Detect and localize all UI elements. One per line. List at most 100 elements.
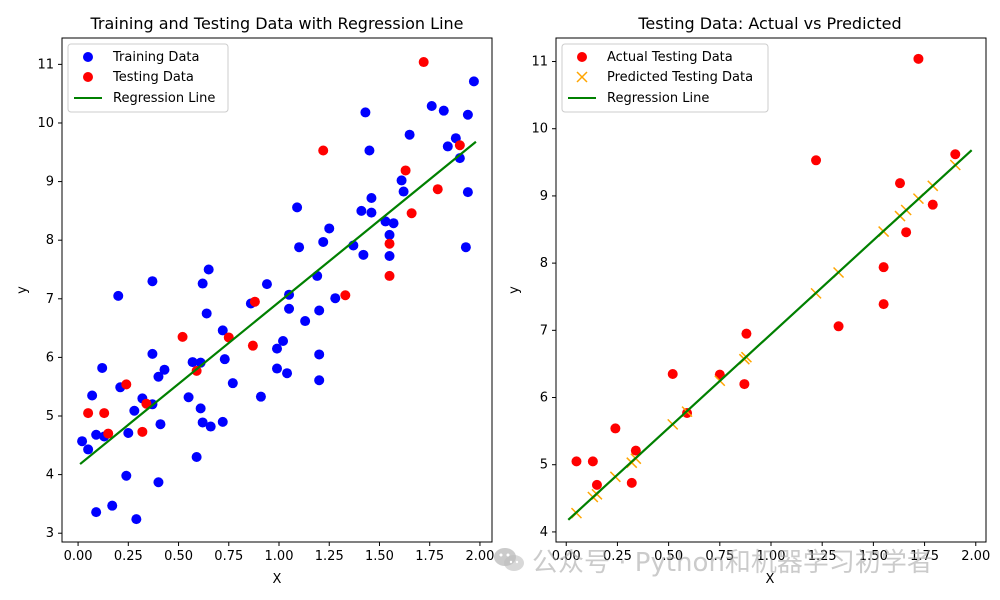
y-tick-label: 4 (540, 525, 548, 540)
y-tick-label: 5 (540, 458, 548, 473)
data-point-testing-data (249, 296, 260, 307)
data-point-actual-testing-data (927, 199, 938, 210)
data-point-training-data (217, 416, 228, 427)
data-point-actual-testing-data (811, 155, 822, 166)
data-point-testing-data (384, 238, 395, 249)
x-tick-label: 0.00 (552, 549, 581, 564)
data-point-testing-data (177, 331, 188, 342)
data-point-actual-testing-data (630, 445, 641, 456)
data-point-training-data (396, 175, 407, 186)
data-point-training-data (195, 403, 206, 414)
plot-area (567, 53, 973, 521)
data-point-testing-data (418, 57, 429, 68)
data-point-testing-data (340, 290, 351, 301)
legend-label: Actual Testing Data (607, 50, 733, 65)
data-point-training-data (227, 378, 238, 389)
data-point-training-data (147, 348, 158, 359)
data-point-testing-data (247, 340, 258, 351)
data-point-actual-testing-data (739, 379, 750, 390)
x-tick-label: 1.75 (910, 549, 939, 564)
legend-box (67, 43, 229, 113)
data-point-training-data (205, 421, 216, 432)
x-axis-ticks: 0.00 0.25 0.50 0.75 1.00 1.25 1.50 1.75 2.00 (64, 542, 494, 564)
data-point-actual-testing-data (741, 328, 752, 339)
data-point-training-data (121, 470, 132, 481)
legend-box (561, 43, 769, 113)
x-tick-label: 0.50 (164, 549, 193, 564)
data-point-training-data (91, 429, 102, 440)
data-point-training-data (272, 363, 282, 374)
data-point-training-data (123, 427, 134, 438)
x-tick-label: 1.00 (265, 549, 294, 564)
data-point-training-data (131, 514, 142, 525)
plot-area (77, 57, 479, 525)
wechat-icon (494, 548, 524, 571)
y-tick-label: 7 (540, 323, 548, 338)
data-point-actual-testing-data (833, 321, 844, 332)
x-tick-label: 0.25 (603, 549, 632, 564)
data-point-testing-data (400, 165, 411, 176)
data-point-training-data (442, 141, 453, 152)
data-point-testing-data (318, 145, 329, 156)
data-point-testing-data (432, 184, 443, 195)
x-tick-label: 2.00 (961, 549, 990, 564)
y-tick-label: 8 (540, 256, 548, 271)
legend: Training Data Testing Data Regression Li… (67, 43, 229, 113)
y-tick-label: 4 (46, 468, 54, 483)
y-axis-ticks: 4 5 6 7 8 9 10 11 (531, 55, 556, 540)
y-axis-ticks: 3 4 5 6 7 8 9 10 11 (37, 57, 62, 541)
x-tick-label: 2.00 (465, 549, 494, 564)
data-point-training-data (398, 186, 409, 197)
x-tick-label: 0.00 (64, 549, 93, 564)
data-point-training-data (426, 100, 437, 111)
data-point-training-data (330, 293, 341, 304)
data-point-training-data (219, 354, 230, 365)
legend-marker-testing (83, 72, 93, 82)
data-point-training-data (460, 242, 471, 253)
data-point-training-data (187, 357, 198, 368)
data-point-training-data (197, 278, 208, 289)
watermark-text: 公众号 · Python和机器学习初学者 (532, 547, 933, 578)
data-point-training-data (462, 109, 473, 120)
data-point-training-data (284, 303, 295, 314)
data-point-actual-testing-data (901, 227, 912, 238)
x-axis-label: X (766, 572, 775, 587)
chart-title: Training and Testing Data with Regressio… (89, 14, 463, 33)
axes-frame (61, 37, 493, 543)
data-point-training-data (77, 436, 88, 447)
data-point-testing-data (406, 208, 417, 219)
y-tick-label: 5 (46, 409, 54, 424)
data-point-actual-testing-data (591, 479, 602, 490)
data-point-training-data (272, 343, 282, 354)
data-point-testing-data (384, 270, 395, 281)
x-tick-label: 0.75 (705, 549, 734, 564)
data-point-training-data (388, 218, 399, 229)
data-point-training-data (129, 405, 140, 416)
data-point-actual-testing-data (626, 477, 637, 488)
data-point-actual-testing-data (878, 299, 889, 310)
y-tick-label: 9 (540, 189, 548, 204)
legend-label: Predicted Testing Data (607, 70, 753, 85)
data-point-training-data (191, 452, 202, 463)
data-point-training-data (97, 362, 108, 373)
data-point-actual-testing-data (667, 369, 678, 379)
y-tick-label: 9 (46, 175, 54, 190)
chart-title: Testing Data: Actual vs Predicted (637, 14, 901, 33)
x-tick-label: 1.25 (315, 549, 344, 564)
data-point-training-data (314, 375, 325, 386)
data-point-training-data (384, 229, 395, 240)
data-point-testing-data (103, 428, 114, 439)
data-point-training-data (147, 276, 158, 287)
data-point-training-data (153, 371, 164, 382)
data-point-actual-testing-data (682, 407, 693, 418)
y-tick-label: 11 (531, 55, 548, 70)
chart-actual-vs-predicted: Testing Data: Actual vs Predicted 0.00 0.… (507, 14, 990, 587)
data-point-training-data (294, 242, 305, 253)
data-point-training-data (468, 76, 479, 87)
x-tick-label: 0.75 (214, 549, 243, 564)
data-point-training-data (113, 290, 124, 301)
data-point-training-data (153, 477, 164, 488)
legend-label: Regression Line (113, 91, 215, 106)
watermark: 公众号 · Python和机器学习初学者 (492, 542, 933, 578)
